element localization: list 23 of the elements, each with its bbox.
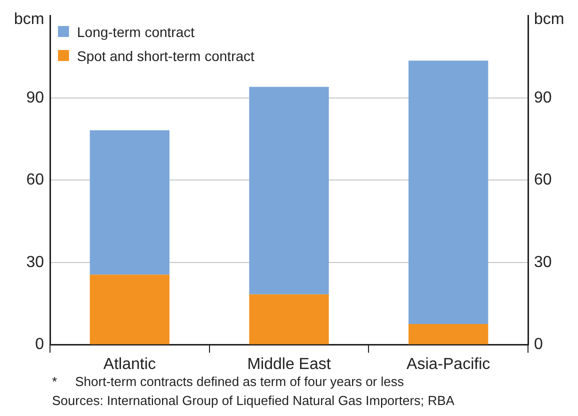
bar [408,60,488,324]
source-note: Sources: International Group of Liquefied Natural Gas Importers; RBA [52,392,454,410]
y-tick-label: 0 [35,336,44,354]
bar [408,324,488,344]
y2-axis-title: bcm [534,10,564,29]
bar [249,294,329,344]
y2-tick-label: 0 [534,336,543,354]
y-tick-label: 60 [26,172,44,189]
legend-label: Spot and short-term contract [77,48,254,64]
x-tick-label: Middle East [247,356,332,373]
legend-label: Long-term contract [77,24,194,40]
y2-tick-label: 90 [534,89,552,106]
y-tick-label: 30 [26,254,44,271]
bar [249,86,329,294]
bar [90,274,170,344]
x-tick-label: Asia-Pacific [406,356,490,373]
y-tick-label: 90 [26,89,44,106]
x-tick-label: Atlantic [103,356,156,373]
bar [90,130,170,275]
text: * Short-term contracts defined as term of four years or less [52,373,405,391]
y-axis-title: bcm [14,10,44,29]
y2-tick-label: 60 [534,172,552,189]
y2-tick-label: 30 [534,254,552,271]
